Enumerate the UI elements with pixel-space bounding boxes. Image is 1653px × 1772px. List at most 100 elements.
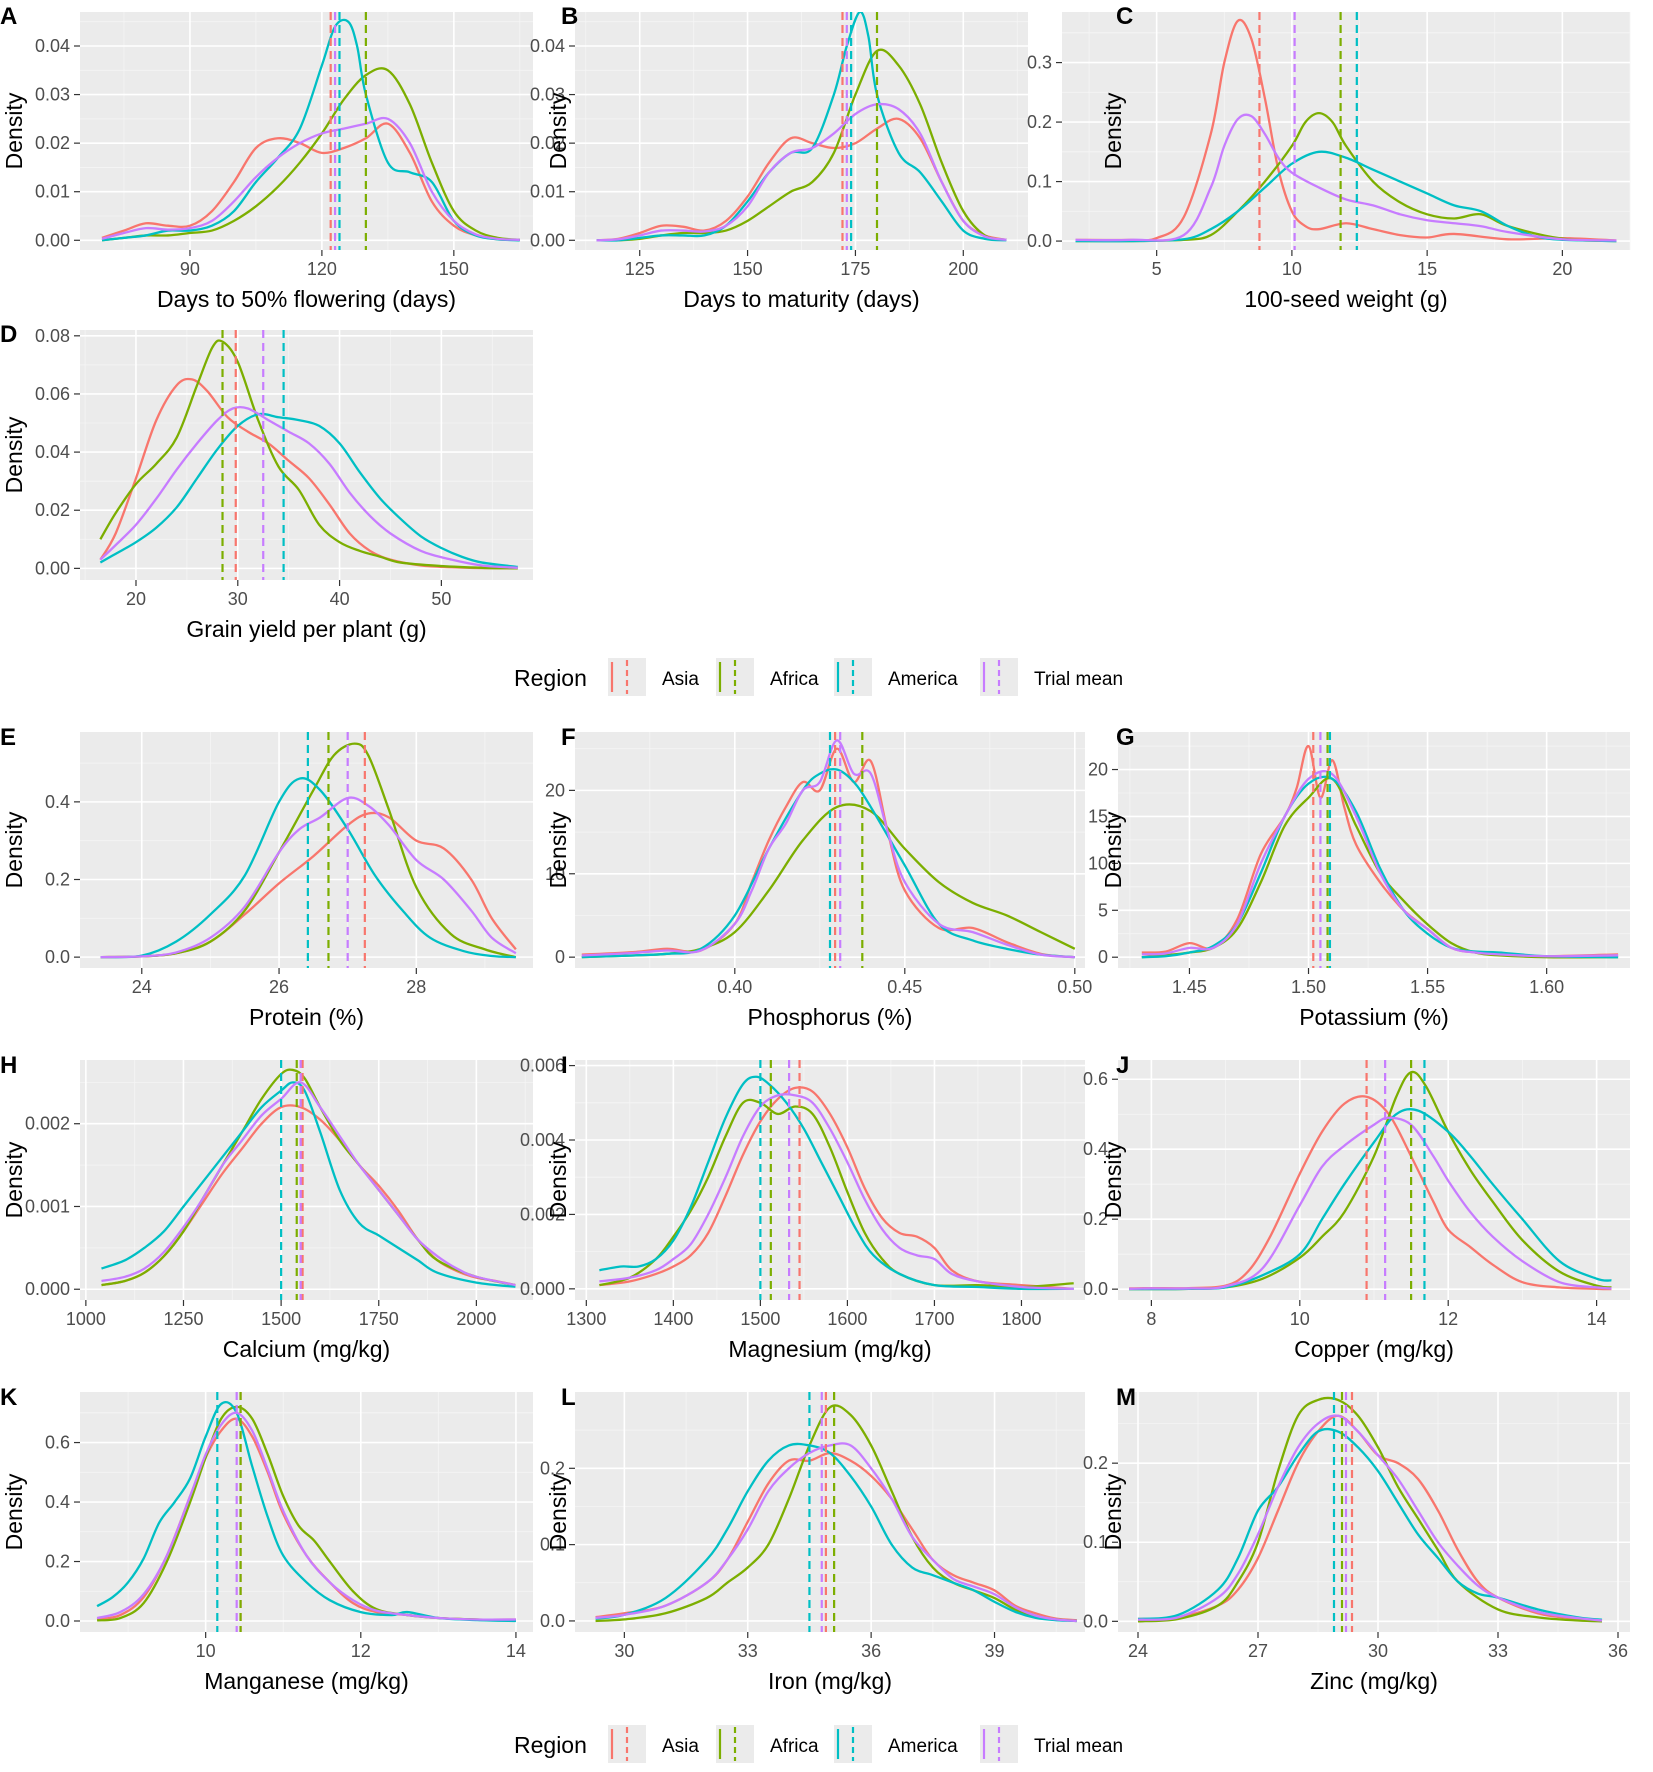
density-curve-africa bbox=[101, 67, 520, 242]
density-curve-trial-mean bbox=[101, 116, 520, 241]
x-tick-label: 0.50 bbox=[1057, 977, 1092, 997]
y-tick-label: 0.4 bbox=[1083, 1139, 1108, 1159]
density-curve-trial-mean bbox=[1137, 1414, 1603, 1622]
x-tick-label: 40 bbox=[330, 589, 350, 609]
x-axis-title: Copper (mg/kg) bbox=[1294, 1336, 1454, 1362]
y-tick-label: 10 bbox=[545, 864, 565, 884]
x-axis-title: Phosphorus (%) bbox=[748, 1004, 913, 1030]
y-axis-title: Density bbox=[1100, 811, 1126, 888]
y-tick-label: 0.04 bbox=[35, 36, 70, 56]
density-curves bbox=[1129, 1070, 1612, 1291]
x-tick-label: 200 bbox=[948, 259, 978, 279]
x-tick-label: 1750 bbox=[359, 1309, 399, 1329]
legend-label: Trial mean bbox=[1034, 669, 1123, 690]
y-tick-label: 0.02 bbox=[35, 500, 70, 520]
x-tick-label: 5 bbox=[1152, 259, 1162, 279]
panel-background bbox=[1118, 1392, 1630, 1632]
y-tick-label: 0.0 bbox=[45, 1611, 70, 1631]
panel-C: 5 10 15 20 0.0 0.1 0.2 0.3 100-seed weight (g) De… bbox=[1027, 3, 1631, 312]
y-tick-label: 0.0 bbox=[45, 947, 70, 967]
x-tick-label: 0.40 bbox=[717, 977, 752, 997]
density-curve-america bbox=[96, 1401, 516, 1623]
density-curve-trial-mean bbox=[96, 1411, 516, 1621]
panel-tag: L bbox=[561, 1384, 576, 1411]
density-curves bbox=[101, 18, 520, 242]
density-curves bbox=[96, 1401, 516, 1623]
density-curve-trial-mean bbox=[595, 1442, 1077, 1623]
x-tick-label: 28 bbox=[406, 977, 426, 997]
y-tick-label: 0.01 bbox=[35, 182, 70, 202]
x-tick-label: 1.55 bbox=[1410, 977, 1445, 997]
x-tick-label: 1.50 bbox=[1291, 977, 1326, 997]
y-tick-label: 0.1 bbox=[1027, 172, 1052, 192]
panel-tag: B bbox=[561, 3, 578, 30]
x-tick-label: 120 bbox=[307, 259, 337, 279]
x-tick-label: 15 bbox=[1417, 259, 1437, 279]
panel-K: 10 12 14 0.0 0.2 0.4 0.6 Manganese (mg/kg) Densi… bbox=[0, 1384, 533, 1694]
x-tick-label: 1700 bbox=[914, 1309, 954, 1329]
x-tick-label: 10 bbox=[1290, 1309, 1310, 1329]
y-tick-label: 0.00 bbox=[35, 230, 70, 250]
panel-tag: M bbox=[1116, 1384, 1136, 1411]
y-tick-label: 15 bbox=[1088, 806, 1108, 826]
density-curve-trial-mean bbox=[581, 739, 1075, 959]
x-axis-title: Days to 50% flowering (days) bbox=[157, 286, 456, 312]
y-tick-label: 0.01 bbox=[530, 182, 565, 202]
legend-key-asia bbox=[608, 1725, 646, 1763]
density-curve-asia bbox=[1075, 18, 1617, 242]
panel-background bbox=[80, 1392, 533, 1632]
x-tick-label: 24 bbox=[132, 977, 152, 997]
density-curve-asia bbox=[599, 1086, 1074, 1290]
x-tick-label: 36 bbox=[861, 1641, 881, 1661]
x-tick-label: 90 bbox=[180, 259, 200, 279]
panel-tag: G bbox=[1116, 724, 1135, 751]
y-tick-label: 0.3 bbox=[1027, 53, 1052, 73]
legend-key-asia bbox=[608, 658, 646, 696]
y-axis-title: Density bbox=[1, 1473, 27, 1550]
panel-tag: F bbox=[561, 724, 576, 751]
y-tick-label: 0.02 bbox=[35, 133, 70, 153]
density-curve-trial-mean bbox=[99, 405, 518, 569]
x-tick-label: 39 bbox=[985, 1641, 1005, 1661]
y-tick-label: 0.03 bbox=[530, 85, 565, 105]
density-curves bbox=[1137, 1396, 1603, 1623]
x-axis-title: Calcium (mg/kg) bbox=[223, 1336, 390, 1362]
y-tick-label: 0.02 bbox=[530, 133, 565, 153]
x-tick-label: 1800 bbox=[1001, 1309, 1041, 1329]
density-curve-trial-mean bbox=[1075, 113, 1617, 242]
y-axis-title: Density bbox=[1, 1141, 27, 1218]
x-axis-title: Iron (mg/kg) bbox=[768, 1668, 892, 1694]
density-curve-america bbox=[99, 412, 518, 569]
x-tick-label: 10 bbox=[196, 1641, 216, 1661]
panel-tag: J bbox=[1116, 1052, 1129, 1079]
x-tick-label: 0.45 bbox=[887, 977, 922, 997]
x-tick-label: 24 bbox=[1128, 1641, 1148, 1661]
x-tick-label: 1.45 bbox=[1172, 977, 1207, 997]
y-tick-label: 0.0 bbox=[1083, 1279, 1108, 1299]
x-tick-label: 1000 bbox=[66, 1309, 106, 1329]
density-curve-america bbox=[596, 12, 1007, 242]
legend-label: America bbox=[888, 669, 958, 690]
x-axis-title: Magnesium (mg/kg) bbox=[728, 1336, 931, 1362]
x-tick-label: 125 bbox=[625, 259, 655, 279]
panel-E: 24 26 28 0.0 0.2 0.4 Protein (%) Density E bbox=[0, 724, 533, 1030]
panel-background bbox=[1062, 12, 1630, 250]
y-tick-label: 0.6 bbox=[1083, 1069, 1108, 1089]
density-curves bbox=[595, 1404, 1077, 1623]
y-tick-label: 0.000 bbox=[25, 1279, 70, 1299]
y-tick-label: 0.2 bbox=[1083, 1209, 1108, 1229]
y-tick-label: 0.001 bbox=[25, 1196, 70, 1216]
panel-tag: H bbox=[0, 1052, 17, 1079]
y-tick-label: 0.002 bbox=[25, 1114, 70, 1134]
density-curves bbox=[1075, 18, 1617, 243]
y-tick-label: 0.000 bbox=[520, 1279, 565, 1299]
x-axis-title: Manganese (mg/kg) bbox=[204, 1668, 409, 1694]
y-axis-title: Density bbox=[1, 92, 27, 169]
panel-tag: C bbox=[1116, 3, 1133, 30]
x-axis-title: 100-seed weight (g) bbox=[1244, 286, 1447, 312]
x-tick-label: 30 bbox=[228, 589, 248, 609]
legend-key-africa bbox=[716, 658, 754, 696]
panel-D: 20 30 40 50 0.00 0.02 0.04 0.06 0.08 Grain yield … bbox=[0, 321, 533, 642]
panel-background bbox=[80, 732, 533, 968]
